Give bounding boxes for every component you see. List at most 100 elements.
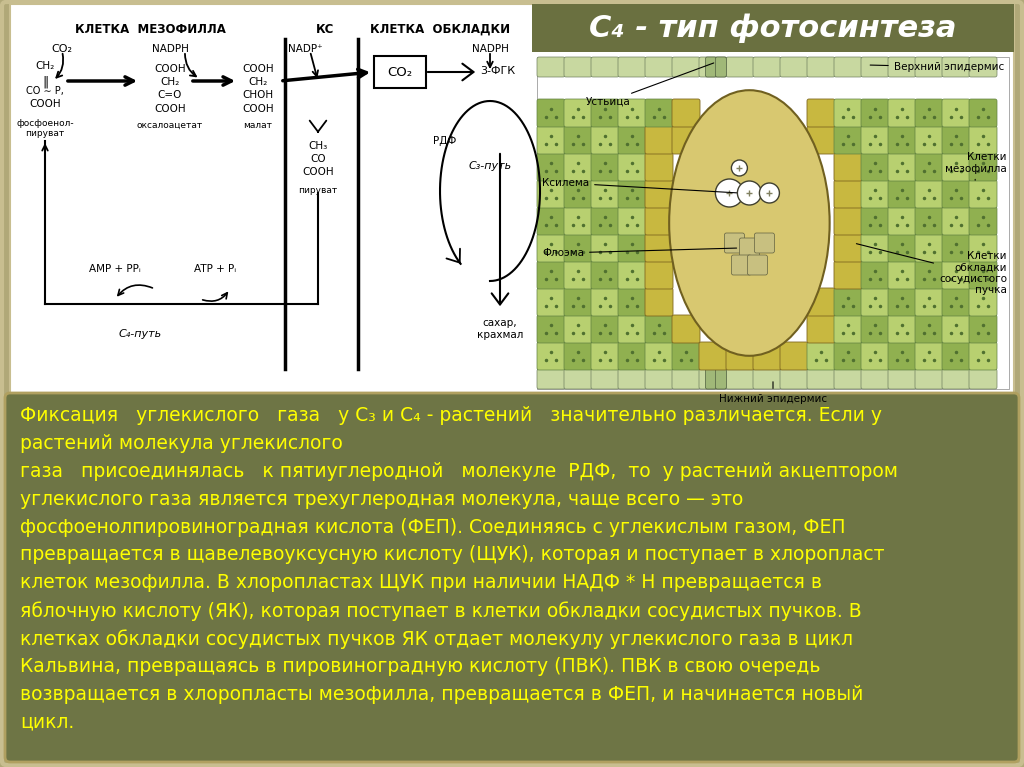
Text: CH₃: CH₃ <box>308 141 328 151</box>
Text: возвращается в хлоропласты мезофилла, превращается в ФЕП, и начинается новый: возвращается в хлоропласты мезофилла, пр… <box>20 685 863 704</box>
FancyBboxPatch shape <box>834 207 862 235</box>
FancyBboxPatch shape <box>618 315 646 343</box>
FancyBboxPatch shape <box>915 153 943 181</box>
Text: углекислого газа является трехуглеродная молекула, чаще всего — это: углекислого газа является трехуглеродная… <box>20 489 743 509</box>
Text: сахар,
крахмал: сахар, крахмал <box>477 318 523 340</box>
FancyBboxPatch shape <box>564 342 592 370</box>
FancyBboxPatch shape <box>645 369 673 389</box>
FancyBboxPatch shape <box>726 57 754 77</box>
FancyBboxPatch shape <box>969 126 997 154</box>
FancyBboxPatch shape <box>861 342 889 370</box>
Text: AMP + PPᵢ: AMP + PPᵢ <box>89 264 141 274</box>
FancyBboxPatch shape <box>645 126 673 154</box>
FancyBboxPatch shape <box>672 342 700 370</box>
FancyBboxPatch shape <box>942 342 970 370</box>
Text: CH₂: CH₂ <box>36 61 54 71</box>
Text: ATP + Pᵢ: ATP + Pᵢ <box>194 264 237 274</box>
FancyBboxPatch shape <box>618 369 646 389</box>
FancyBboxPatch shape <box>861 369 889 389</box>
FancyBboxPatch shape <box>861 288 889 316</box>
FancyBboxPatch shape <box>834 288 862 316</box>
FancyBboxPatch shape <box>969 369 997 389</box>
FancyBboxPatch shape <box>969 57 997 77</box>
FancyBboxPatch shape <box>888 180 916 208</box>
FancyBboxPatch shape <box>888 234 916 262</box>
FancyBboxPatch shape <box>645 99 673 127</box>
FancyBboxPatch shape <box>942 315 970 343</box>
FancyBboxPatch shape <box>618 261 646 289</box>
FancyBboxPatch shape <box>537 261 565 289</box>
FancyBboxPatch shape <box>834 342 862 370</box>
Text: ‖: ‖ <box>42 75 48 88</box>
FancyBboxPatch shape <box>915 369 943 389</box>
FancyBboxPatch shape <box>645 180 673 208</box>
FancyBboxPatch shape <box>834 126 862 154</box>
FancyBboxPatch shape <box>699 342 727 370</box>
FancyBboxPatch shape <box>374 56 426 88</box>
FancyBboxPatch shape <box>537 315 565 343</box>
FancyBboxPatch shape <box>861 207 889 235</box>
FancyBboxPatch shape <box>645 207 673 235</box>
FancyBboxPatch shape <box>915 57 943 77</box>
FancyBboxPatch shape <box>969 153 997 181</box>
FancyBboxPatch shape <box>888 369 916 389</box>
FancyBboxPatch shape <box>537 180 565 208</box>
Text: Верхний эпидермис: Верхний эпидермис <box>870 62 1004 72</box>
FancyBboxPatch shape <box>724 233 744 253</box>
Text: фосфоенолпировиноградная кислота (ФЕП). Соединяясь с углекислым газом, ФЕП: фосфоенолпировиноградная кислота (ФЕП). … <box>20 518 846 537</box>
Text: COOH: COOH <box>30 99 60 109</box>
FancyBboxPatch shape <box>564 180 592 208</box>
Text: оксалоацетат: оксалоацетат <box>137 121 203 130</box>
FancyBboxPatch shape <box>834 315 862 343</box>
FancyBboxPatch shape <box>969 288 997 316</box>
FancyBboxPatch shape <box>915 126 943 154</box>
FancyBboxPatch shape <box>888 207 916 235</box>
Text: CO₂: CO₂ <box>387 65 413 78</box>
Text: Ксилема: Ксилема <box>542 178 736 193</box>
Text: CH₂: CH₂ <box>249 77 267 87</box>
Circle shape <box>737 181 762 205</box>
FancyBboxPatch shape <box>564 234 592 262</box>
FancyBboxPatch shape <box>834 261 862 289</box>
FancyBboxPatch shape <box>618 126 646 154</box>
FancyBboxPatch shape <box>564 207 592 235</box>
FancyBboxPatch shape <box>672 99 700 127</box>
FancyBboxPatch shape <box>834 57 862 77</box>
FancyBboxPatch shape <box>672 57 700 77</box>
Text: NADP⁺: NADP⁺ <box>288 44 323 54</box>
FancyBboxPatch shape <box>618 234 646 262</box>
FancyBboxPatch shape <box>591 126 618 154</box>
FancyBboxPatch shape <box>618 288 646 316</box>
FancyBboxPatch shape <box>645 234 673 262</box>
FancyBboxPatch shape <box>726 369 754 389</box>
Text: COOH: COOH <box>155 64 185 74</box>
Text: Устьица: Устьица <box>586 63 714 107</box>
Text: цикл.: цикл. <box>20 713 75 732</box>
FancyBboxPatch shape <box>888 288 916 316</box>
FancyBboxPatch shape <box>942 99 970 127</box>
FancyBboxPatch shape <box>861 126 889 154</box>
FancyBboxPatch shape <box>888 57 916 77</box>
FancyBboxPatch shape <box>888 342 916 370</box>
FancyBboxPatch shape <box>537 99 565 127</box>
FancyBboxPatch shape <box>618 57 646 77</box>
FancyBboxPatch shape <box>672 126 700 154</box>
FancyBboxPatch shape <box>969 315 997 343</box>
Bar <box>537 57 1009 389</box>
FancyBboxPatch shape <box>942 180 970 208</box>
FancyBboxPatch shape <box>915 261 943 289</box>
Text: фосфоенол-
пируват: фосфоенол- пируват <box>16 119 74 138</box>
FancyBboxPatch shape <box>915 180 943 208</box>
FancyBboxPatch shape <box>591 234 618 262</box>
FancyBboxPatch shape <box>915 234 943 262</box>
FancyBboxPatch shape <box>888 153 916 181</box>
FancyBboxPatch shape <box>888 261 916 289</box>
FancyBboxPatch shape <box>618 180 646 208</box>
FancyBboxPatch shape <box>942 153 970 181</box>
FancyBboxPatch shape <box>645 342 673 370</box>
FancyBboxPatch shape <box>834 234 862 262</box>
FancyBboxPatch shape <box>618 99 646 127</box>
FancyBboxPatch shape <box>739 238 760 258</box>
FancyBboxPatch shape <box>5 393 1019 762</box>
FancyBboxPatch shape <box>591 207 618 235</box>
